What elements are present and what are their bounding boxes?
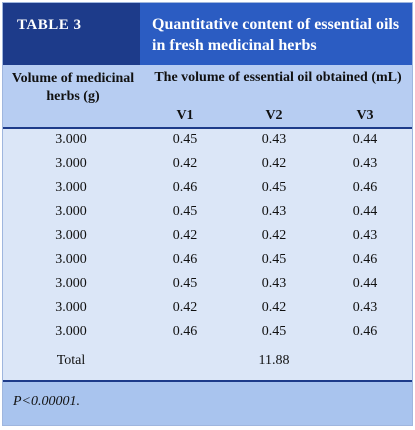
- title-box: Quantitative content of essential oils i…: [140, 3, 412, 65]
- table-cell: 0.44: [352, 204, 378, 219]
- table-cell: 3.000: [55, 324, 87, 339]
- table-cell: 0.45: [261, 252, 287, 267]
- column-header: V3: [356, 108, 374, 123]
- table-cell: 0.42: [172, 228, 198, 243]
- table-cell: 0.46: [172, 324, 198, 339]
- table-cell: 0.42: [172, 300, 198, 315]
- table-cell: 0.43: [352, 228, 378, 243]
- table-cell: 0.43: [352, 156, 378, 171]
- table-cell: 0.43: [261, 276, 287, 291]
- table-cell: 0.42: [261, 156, 287, 171]
- table-cell: 0.44: [352, 276, 378, 291]
- table-cell: 0.46: [172, 252, 198, 267]
- footnote-area: P<0.00001.: [3, 380, 412, 425]
- table-cell: 3.000: [55, 228, 87, 243]
- column-header: V1: [176, 108, 194, 123]
- column-header: Volume of medicinal herbs (g): [11, 71, 135, 104]
- table-cell: 3.000: [55, 132, 87, 147]
- table-cell: 3.000: [55, 204, 87, 219]
- table-cell: 0.43: [261, 132, 287, 147]
- table-cell: 0.43: [352, 300, 378, 315]
- table-cell: 3.000: [55, 300, 87, 315]
- table-cell: 3.000: [55, 276, 87, 291]
- table-cell: 0.46: [172, 180, 198, 195]
- total-label: Total: [56, 353, 86, 368]
- table-cell: 0.46: [352, 324, 378, 339]
- column-header: V2: [265, 108, 283, 123]
- table-cell: 3.000: [55, 252, 87, 267]
- table-cell: 3.000: [55, 180, 87, 195]
- table-cell: 0.45: [261, 324, 287, 339]
- table-cell: 0.42: [172, 156, 198, 171]
- total-value: 11.88: [258, 353, 290, 368]
- group-header: The volume of essential oil obtained (mL…: [154, 70, 402, 85]
- table-cell: 0.45: [172, 276, 198, 291]
- table-figure: TABLE 3 Quantitative content of essentia…: [2, 2, 413, 426]
- column-header-area: Volume of medicinal herbs (g) The volume…: [3, 65, 412, 129]
- table-cell: 0.46: [352, 252, 378, 267]
- table-cell: 0.45: [172, 204, 198, 219]
- table-cell: 0.44: [352, 132, 378, 147]
- label-box: TABLE 3: [3, 3, 140, 65]
- footnote: P<0.00001.: [13, 394, 80, 409]
- table-cell: 0.42: [261, 300, 287, 315]
- table-cell: 0.42: [261, 228, 287, 243]
- table-cell: 0.46: [352, 180, 378, 195]
- table-cell: 3.000: [55, 156, 87, 171]
- table-label: TABLE 3: [17, 17, 82, 33]
- table-cell: 0.45: [261, 180, 287, 195]
- table-cell: 0.43: [261, 204, 287, 219]
- table-cell: 0.45: [172, 132, 198, 147]
- table-title: Quantitative content of essential oils i…: [152, 16, 400, 54]
